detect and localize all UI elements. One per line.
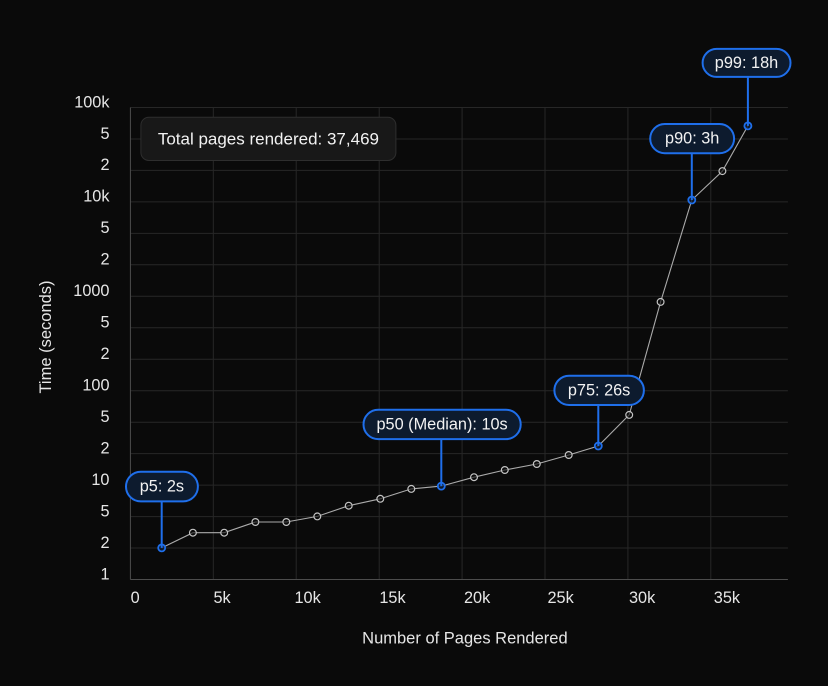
svg-text:10: 10 [91,471,109,489]
svg-text:100k: 100k [74,93,110,111]
svg-text:5: 5 [100,502,109,520]
svg-text:2: 2 [100,156,109,174]
svg-text:1000: 1000 [73,282,109,300]
svg-text:10k: 10k [294,589,321,607]
svg-text:100: 100 [82,377,109,395]
svg-text:5: 5 [100,314,109,332]
svg-text:30k: 30k [629,589,656,607]
svg-text:15k: 15k [379,589,406,607]
svg-text:p90: 3h: p90: 3h [665,130,719,148]
svg-text:p99: 18h: p99: 18h [715,54,778,72]
svg-text:5: 5 [100,125,109,143]
svg-text:2: 2 [100,345,109,363]
svg-text:5k: 5k [213,589,231,607]
svg-text:Number of Pages Rendered: Number of Pages Rendered [362,629,567,647]
svg-text:35k: 35k [714,589,741,607]
svg-text:2: 2 [100,534,109,552]
svg-text:Time (seconds): Time (seconds) [37,280,55,393]
svg-text:p50 (Median): 10s: p50 (Median): 10s [376,416,507,434]
svg-text:1: 1 [100,565,109,583]
svg-text:Total pages rendered: 37,469: Total pages rendered: 37,469 [158,130,379,149]
svg-text:0: 0 [131,589,140,607]
svg-text:20k: 20k [464,589,491,607]
svg-text:p75: 26s: p75: 26s [568,381,630,399]
svg-text:2: 2 [100,439,109,457]
svg-text:2: 2 [100,251,109,269]
svg-text:5: 5 [100,408,109,426]
svg-text:25k: 25k [547,589,574,607]
svg-text:10k: 10k [83,188,110,206]
svg-text:5: 5 [100,219,109,237]
svg-text:p5: 2s: p5: 2s [140,478,184,496]
